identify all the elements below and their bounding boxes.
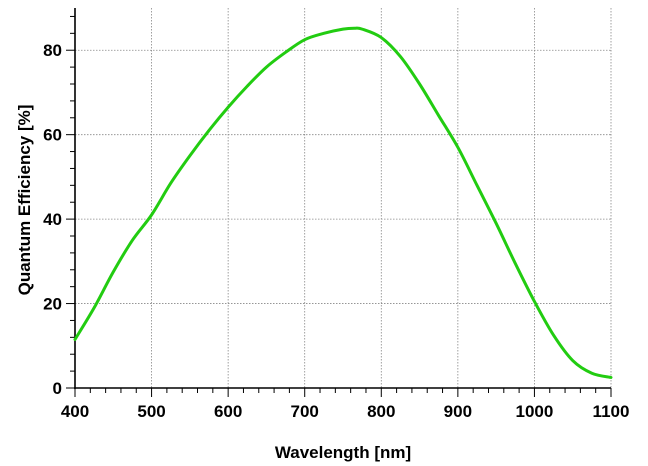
x-tick-label: 900 bbox=[444, 402, 472, 421]
y-tick-label: 0 bbox=[53, 379, 62, 398]
x-tick-label: 500 bbox=[137, 402, 165, 421]
qe-curve-series-0 bbox=[73, 26, 613, 379]
y-tick-label: 20 bbox=[43, 295, 62, 314]
y-axis-title: Quantum Efficiency [%] bbox=[15, 105, 34, 296]
tick-labels: 400 500 600 700 800 900 1000 1100 0 20 40 60 80 bbox=[43, 41, 629, 421]
x-tick-label: 600 bbox=[214, 402, 242, 421]
y-tick-label: 80 bbox=[43, 41, 62, 60]
series-layer bbox=[73, 26, 613, 379]
y-tick-label: 40 bbox=[43, 210, 62, 229]
y-tick-label: 60 bbox=[43, 126, 62, 145]
x-tick-label: 400 bbox=[61, 402, 89, 421]
x-tick-label: 1000 bbox=[516, 402, 554, 421]
x-tick-label: 1100 bbox=[593, 402, 630, 421]
axes bbox=[66, 8, 612, 397]
x-axis-title: Wavelength [nm] bbox=[275, 443, 411, 462]
x-tick-label: 800 bbox=[367, 402, 395, 421]
grid-lines bbox=[75, 8, 612, 388]
x-tick-label: 700 bbox=[291, 402, 319, 421]
